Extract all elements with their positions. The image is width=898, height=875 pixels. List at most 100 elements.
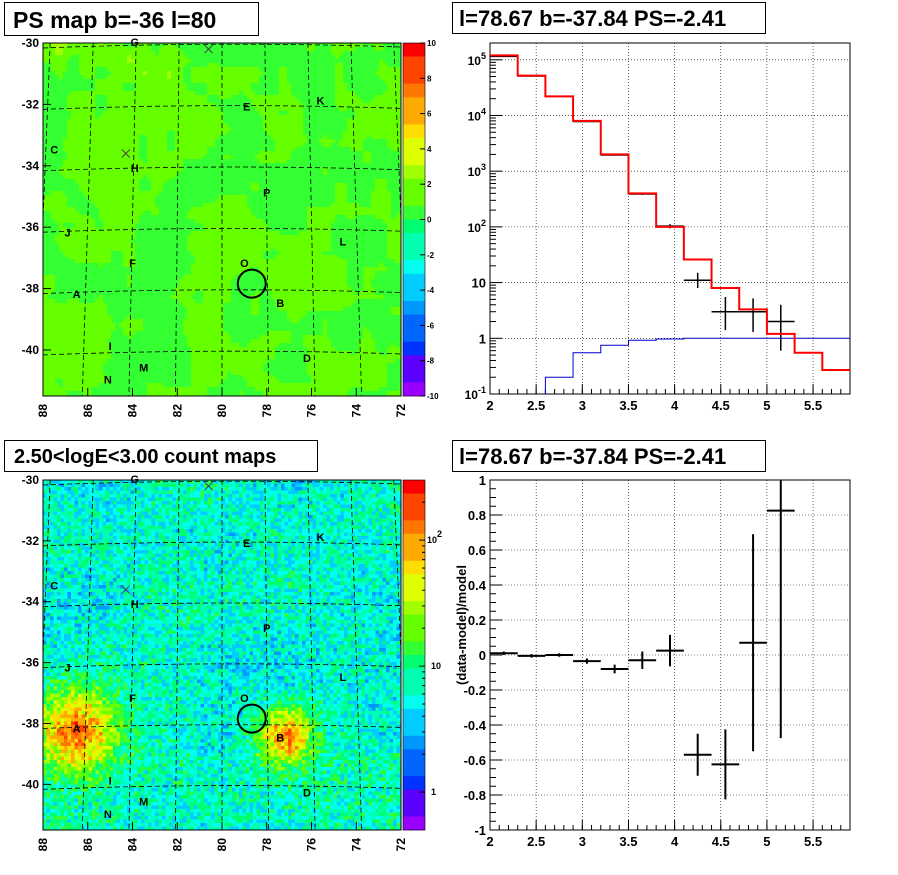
- tick-label: 88: [36, 404, 50, 418]
- source-label: E: [243, 102, 250, 114]
- tick-label: 5: [763, 398, 770, 413]
- tick-label: 10: [427, 39, 436, 48]
- tick-label: 2: [486, 398, 493, 413]
- y-axis-label: (data-model)/model: [454, 565, 469, 685]
- source-circle-tick: [263, 287, 268, 292]
- tick-label: 72: [394, 838, 408, 852]
- residual-title: l=78.67 b=-37.84 PS=-2.41: [452, 440, 766, 472]
- cross-marker: [204, 44, 213, 54]
- tick-label: -40: [22, 777, 40, 791]
- grid-line: [307, 480, 316, 830]
- tick-label: 4: [671, 398, 679, 413]
- background-model-step: [544, 337, 850, 394]
- tick-label: -32: [22, 534, 40, 548]
- map-image: [43, 480, 401, 830]
- colorbar-cell: [403, 655, 425, 669]
- ps-map-title: PS map b=-36 l=80: [4, 2, 259, 36]
- colorbar-cell: [403, 722, 425, 737]
- grid-line: [43, 228, 401, 233]
- tick-label: 103: [468, 162, 486, 179]
- tick-label: -34: [22, 159, 40, 173]
- tick-label: 0.6: [468, 543, 486, 558]
- grid-line: [43, 480, 401, 486]
- tick-label: 78: [260, 838, 274, 852]
- source-label: P: [263, 187, 270, 199]
- colorbar-cell: [403, 681, 425, 696]
- tick-label: 76: [305, 838, 319, 852]
- count-map-title: 2.50<logE<3.00 count maps: [4, 440, 318, 472]
- colorbar-cell: [403, 803, 425, 817]
- tick-label: -38: [22, 716, 40, 730]
- tick-label: 80: [215, 838, 229, 852]
- grid-line: [43, 105, 401, 110]
- colorbar-cell: [403, 110, 425, 125]
- tick-label: 4.5: [712, 834, 730, 849]
- tick-label: 88: [36, 838, 50, 852]
- tick-label: 0.4: [468, 578, 487, 593]
- ps-map-panel: 88 86 84 82 80 78 76 74 72-30-32-34-36-38-40GEKC…: [22, 36, 439, 417]
- tick-label: -36: [22, 656, 40, 670]
- source-label: D: [303, 788, 311, 800]
- tick-label: 5.5: [804, 398, 822, 413]
- source-label: G: [130, 37, 139, 49]
- tick-label: 84: [126, 838, 140, 852]
- tick-label: 2: [427, 180, 432, 189]
- tick-label: 1: [431, 787, 436, 797]
- residual-point: [711, 729, 740, 800]
- grid-line: [81, 480, 94, 830]
- tick-label: 74: [349, 404, 363, 418]
- tick-label: -30: [22, 36, 40, 50]
- grid-line: [43, 663, 401, 669]
- source-label: E: [243, 538, 250, 550]
- source-label: P: [263, 623, 270, 635]
- source-label: H: [131, 163, 139, 175]
- tick-label: 1: [479, 331, 486, 346]
- colorbar-cell: [403, 816, 425, 831]
- source-label: M: [139, 362, 148, 374]
- tick-label: 5: [763, 834, 770, 849]
- colorbar-cell: [403, 382, 425, 397]
- cross-marker: [204, 481, 213, 491]
- data-point: [766, 304, 795, 351]
- colorbar-cell: [403, 789, 425, 804]
- tick-label: 2.5: [527, 834, 545, 849]
- spectrum-model-step: [490, 54, 850, 371]
- tick-label: -1: [474, 823, 486, 838]
- tick-label: 4.5: [712, 398, 730, 413]
- source-label: I: [109, 775, 112, 787]
- tick-label: -4: [427, 286, 435, 295]
- tick-label: -2: [427, 251, 435, 260]
- residual-point: [766, 480, 795, 739]
- grid-line: [350, 43, 362, 396]
- count-map-panel: 88 86 84 82 80 78 76 74 72 -30 -32 -34 -36 -38 -40 G E K C…: [22, 473, 442, 851]
- colorbar-cell: [403, 233, 425, 247]
- tick-label: 4: [427, 145, 432, 154]
- colorbar-cell: [403, 641, 425, 656]
- colorbar-cell: [403, 493, 425, 508]
- tick-label: -38: [22, 282, 40, 296]
- grid-line: [81, 43, 94, 396]
- data-point: [739, 298, 767, 332]
- cross-marker: [121, 149, 131, 158]
- colorbar-cell: [403, 165, 425, 180]
- tick-label: 102: [427, 529, 442, 545]
- grid-line: [43, 289, 401, 294]
- colorbar-cell: [403, 341, 425, 356]
- source-label: H: [131, 599, 139, 611]
- tick-label: -32: [22, 97, 40, 111]
- grid-line: [43, 785, 401, 790]
- colorbar-cell: [403, 124, 425, 139]
- tick-label: 76: [305, 404, 319, 418]
- tick-label: 80: [215, 404, 229, 418]
- source-label: M: [139, 797, 148, 809]
- tick-label: -10: [427, 392, 439, 401]
- colorbar-frame: [402, 479, 426, 831]
- data-point: [683, 272, 712, 288]
- source-label: L: [339, 672, 346, 684]
- tick-label: 2: [486, 834, 493, 849]
- data-points: [490, 55, 795, 351]
- tick-label: 10-1: [465, 385, 486, 402]
- source-label: A: [73, 289, 81, 301]
- source-label: G: [130, 474, 139, 486]
